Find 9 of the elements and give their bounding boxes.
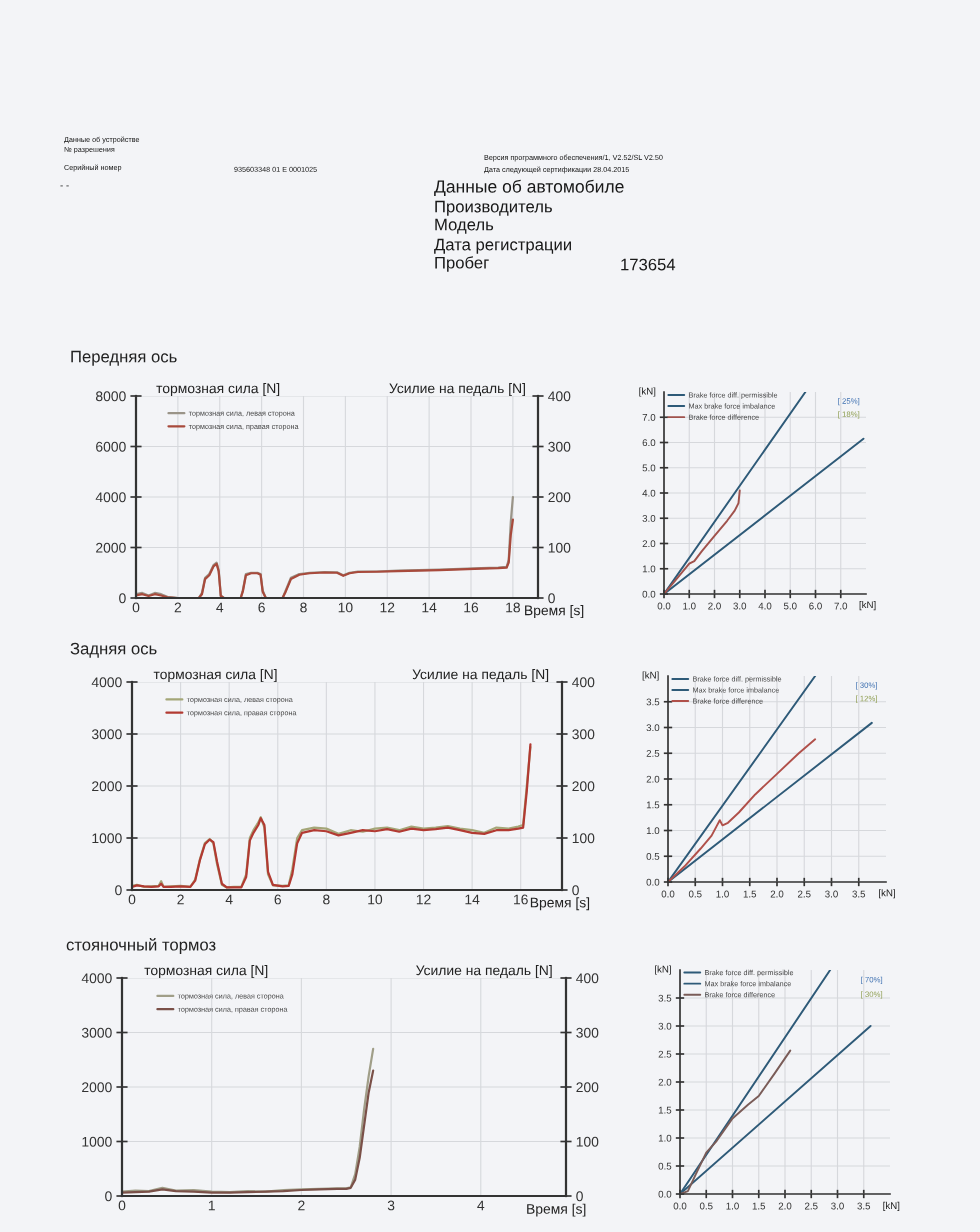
text: 173654 <box>621 258 676 271</box>
text: Производитель <box>435 200 552 216</box>
text: Дата регистрации <box>434 238 571 254</box>
chart-title: Задняя ось <box>70 642 157 658</box>
text: Пробег <box>435 256 489 272</box>
chart-title: стояночный тормоз <box>66 938 216 954</box>
text: Данные об автомобиле <box>434 179 624 197</box>
text: Модель <box>435 218 494 234</box>
chart-title: Передняя ось <box>71 350 177 366</box>
